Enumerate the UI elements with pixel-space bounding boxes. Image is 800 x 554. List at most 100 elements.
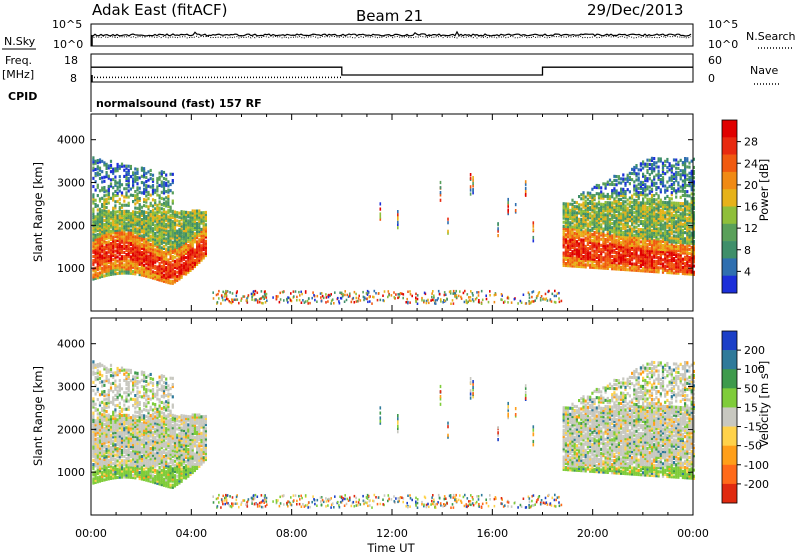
power-cell bbox=[409, 301, 411, 304]
power-cell bbox=[304, 300, 307, 303]
power-cell bbox=[116, 224, 119, 228]
power-cell bbox=[606, 211, 609, 215]
power-cell bbox=[690, 182, 693, 186]
power-cell bbox=[92, 240, 95, 244]
power-cell bbox=[633, 207, 636, 211]
power-cell bbox=[140, 255, 143, 259]
power-cell bbox=[101, 260, 104, 264]
power-cell bbox=[653, 263, 656, 267]
power-cell bbox=[626, 206, 629, 210]
power-cell bbox=[675, 205, 678, 209]
power-cell bbox=[608, 178, 612, 182]
power-cell bbox=[637, 203, 640, 207]
power-cell bbox=[112, 221, 115, 225]
power-cell bbox=[690, 192, 693, 196]
power-cell bbox=[145, 231, 148, 235]
power-cell bbox=[589, 255, 592, 259]
power-cell bbox=[193, 232, 196, 236]
power-cell bbox=[162, 228, 166, 232]
power-cell bbox=[156, 244, 159, 248]
power-cell bbox=[107, 174, 110, 178]
power-cell bbox=[591, 257, 594, 261]
power-cell bbox=[178, 221, 181, 225]
power-cell bbox=[198, 217, 201, 221]
power-cell bbox=[149, 214, 152, 218]
power-cell bbox=[162, 189, 166, 193]
power-cell bbox=[465, 301, 468, 304]
power-cell bbox=[666, 166, 669, 170]
power-cell bbox=[611, 267, 614, 271]
power-cell bbox=[140, 259, 143, 263]
power-cell bbox=[657, 177, 660, 181]
power-cell bbox=[107, 246, 110, 250]
power-cell bbox=[471, 292, 474, 295]
power-cbar-tick-label: 16 bbox=[744, 201, 758, 214]
power-cell bbox=[101, 205, 104, 209]
power-cell bbox=[677, 263, 680, 267]
power-cell bbox=[294, 290, 297, 293]
power-cell bbox=[591, 265, 594, 269]
power-cell bbox=[573, 233, 576, 237]
nsky-line bbox=[90, 30, 692, 37]
power-cell bbox=[218, 297, 220, 300]
power-cell bbox=[633, 168, 636, 172]
power-cell bbox=[114, 169, 117, 173]
power-cell bbox=[340, 291, 343, 295]
power-cbar-tick-label: 20 bbox=[744, 179, 758, 192]
power-cell bbox=[635, 194, 638, 198]
power-cell bbox=[613, 238, 616, 242]
power-cell bbox=[602, 182, 605, 186]
power-cell bbox=[575, 240, 578, 244]
power-cell bbox=[275, 297, 278, 300]
power-cell bbox=[672, 244, 676, 248]
power-cell bbox=[167, 202, 170, 206]
velocity-cell bbox=[98, 380, 102, 384]
power-cell bbox=[92, 217, 95, 221]
power-cell bbox=[160, 270, 163, 274]
power-cell bbox=[105, 189, 108, 193]
power-cell bbox=[635, 178, 638, 182]
power-cell bbox=[460, 297, 463, 300]
power-cell bbox=[591, 235, 594, 239]
power-cell bbox=[116, 239, 119, 243]
power-cell bbox=[617, 224, 620, 228]
power-cell bbox=[608, 252, 612, 256]
power-cell bbox=[604, 213, 607, 217]
power-cell bbox=[668, 217, 671, 221]
power-cell bbox=[580, 238, 583, 242]
power-cell bbox=[185, 243, 188, 247]
power-cell bbox=[118, 245, 121, 249]
power-cell bbox=[677, 220, 680, 224]
power-cell bbox=[123, 195, 126, 199]
power-cell bbox=[657, 237, 660, 241]
power-cell bbox=[692, 252, 695, 256]
power-cell bbox=[198, 234, 201, 238]
power-cell bbox=[187, 270, 190, 274]
power-cell bbox=[567, 221, 570, 225]
power-cell bbox=[650, 156, 654, 160]
power-cell bbox=[679, 175, 682, 179]
power-cell bbox=[147, 215, 150, 219]
power-cell bbox=[337, 296, 339, 300]
power-cell bbox=[158, 200, 161, 204]
power-cell bbox=[664, 207, 667, 211]
power-cell bbox=[355, 296, 358, 300]
velocity-cell bbox=[94, 419, 97, 423]
power-cell bbox=[169, 240, 172, 244]
power-cell bbox=[405, 301, 407, 304]
power-cell bbox=[145, 198, 148, 202]
power-cell bbox=[664, 254, 667, 258]
power-cell bbox=[626, 229, 629, 233]
power-cell bbox=[586, 240, 589, 244]
power-cell bbox=[642, 263, 645, 267]
velocity-heatmap bbox=[92, 360, 695, 509]
power-cell bbox=[562, 228, 565, 232]
power-cell bbox=[571, 243, 574, 247]
power-cell bbox=[472, 176, 474, 180]
power-cell bbox=[562, 243, 565, 247]
power-cell bbox=[140, 242, 143, 246]
power-cell bbox=[677, 249, 680, 253]
power-cell bbox=[650, 210, 654, 214]
power-cell bbox=[664, 258, 667, 262]
power-cell bbox=[143, 255, 146, 259]
